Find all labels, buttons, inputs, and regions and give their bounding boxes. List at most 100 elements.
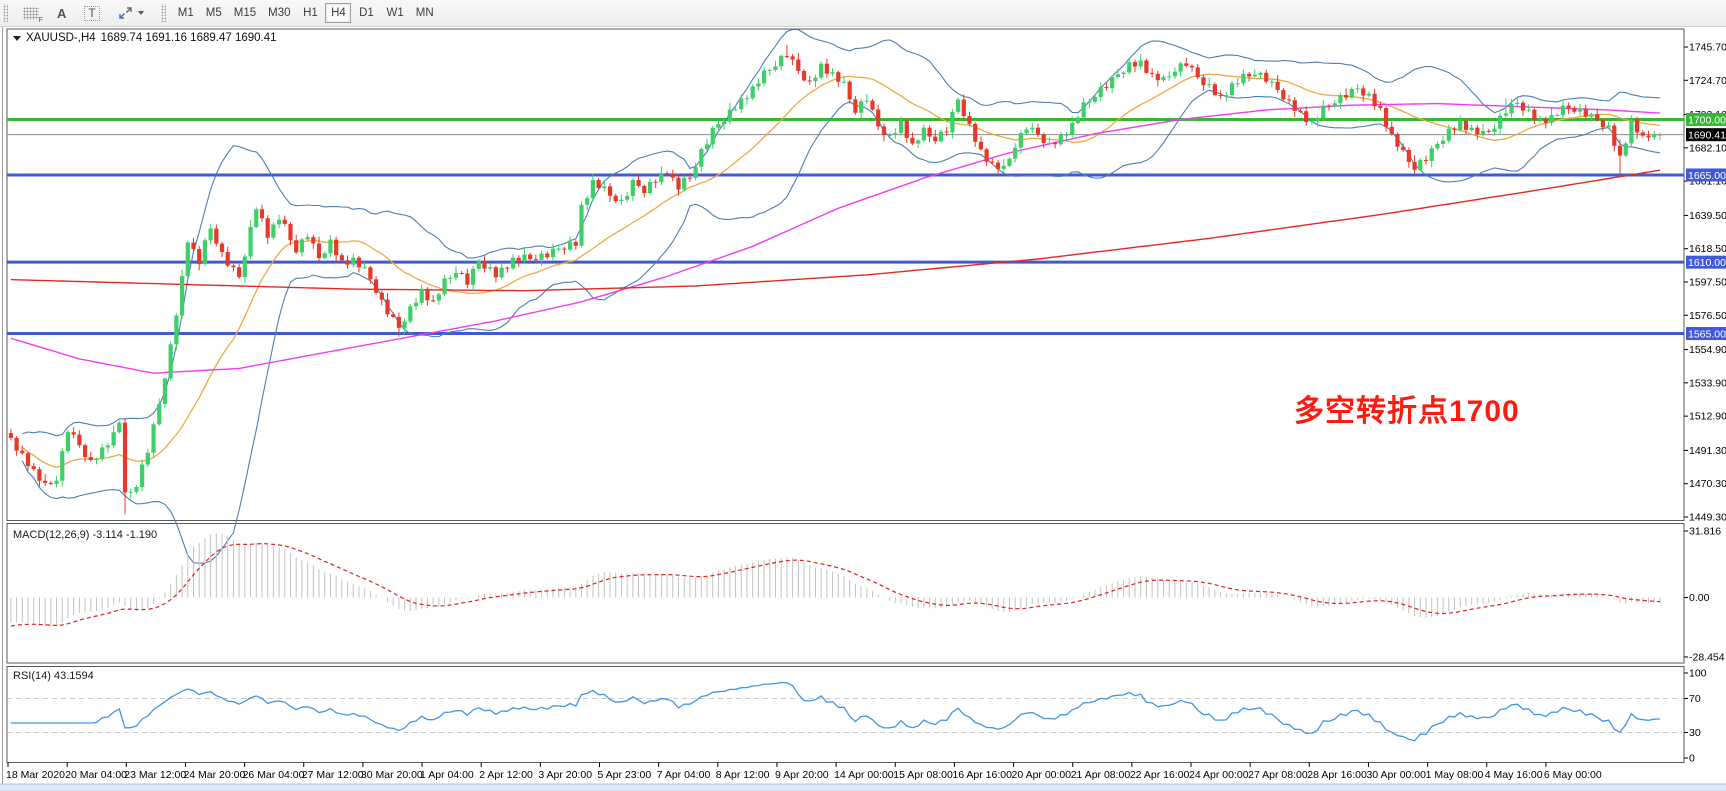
time-axis-label: 23 Mar 12:00 (124, 769, 186, 781)
draw-text-a-button[interactable]: A (48, 2, 75, 24)
candle-body (191, 242, 196, 250)
candle-body (533, 259, 538, 261)
candle-body (602, 186, 607, 188)
draw-text-label-button[interactable]: T (75, 2, 108, 24)
candle-body (345, 260, 350, 265)
candle-body (1087, 101, 1092, 103)
candle-body (1201, 77, 1206, 86)
candle-body (1606, 125, 1611, 128)
chart-canvas[interactable]: 1745.701724.701703.101682.101661.101639.… (0, 27, 1726, 791)
candle-body (887, 135, 892, 137)
rsi-indicator-label: RSI(14) 43.1594 (13, 670, 94, 682)
candle-body (995, 162, 1001, 169)
candle-body (1292, 100, 1297, 111)
candle-body (356, 257, 362, 268)
price-axis[interactable]: 1745.701724.701703.101682.101661.101639.… (1684, 42, 1726, 524)
arrows-tool-button[interactable] (109, 2, 153, 24)
price-level-badge (1686, 327, 1726, 341)
candle-body (1035, 127, 1041, 135)
candle-body (1332, 103, 1337, 107)
price-tick-label: 1491.30 (1689, 445, 1726, 457)
candle-body (1652, 135, 1657, 138)
candle-body (556, 248, 561, 250)
time-axis-label: 24 Apr 00:00 (1189, 769, 1249, 781)
candle-body (944, 131, 949, 133)
timeframe-button-m30[interactable]: M30 (263, 3, 295, 23)
text-a-icon: A (57, 5, 67, 21)
candle-body (1435, 143, 1440, 149)
candle-body (590, 180, 596, 199)
candle-body (25, 453, 31, 467)
candle-body (1024, 129, 1029, 134)
candle-body (1092, 96, 1098, 102)
toolbar-grip-handle[interactable] (3, 4, 8, 22)
candle-body (373, 279, 379, 293)
candle-body (630, 180, 635, 196)
candle-body (328, 239, 333, 254)
candle-body (722, 121, 727, 125)
candle-body (1110, 76, 1115, 89)
candle-body (1480, 130, 1486, 135)
candle-body (1001, 165, 1006, 169)
timeframe-button-mn[interactable]: MN (411, 3, 439, 23)
bollinger-lower-band (21, 89, 1660, 564)
candle-body (1532, 109, 1537, 120)
time-axis-label: 7 Apr 04:00 (657, 769, 711, 781)
candle-body (761, 70, 767, 84)
candle-body (876, 109, 881, 127)
candle-body (1372, 93, 1377, 107)
candle-body (488, 267, 493, 269)
candle-body (1338, 95, 1343, 104)
candle-body (642, 185, 647, 194)
candle-body (1412, 161, 1417, 170)
candle-body (94, 458, 99, 461)
candle-body (567, 241, 573, 250)
timeframe-button-m5[interactable]: M5 (201, 3, 227, 23)
candle-body (1041, 134, 1046, 144)
price-tick-label: 1639.50 (1689, 210, 1726, 222)
candle-body (476, 261, 481, 269)
candle-body (1549, 115, 1554, 123)
candle-body (830, 72, 835, 74)
timeframe-button-m15[interactable]: M15 (229, 3, 261, 23)
toolbar-separator-grip[interactable] (160, 4, 166, 22)
candle-body (1566, 105, 1571, 109)
arrows-icon (119, 7, 132, 19)
candle-body (442, 278, 447, 295)
candle-body (756, 83, 761, 87)
candle-body (1064, 134, 1069, 136)
candle-body (339, 255, 344, 261)
timeframe-button-h4[interactable]: H4 (325, 3, 352, 23)
candle-body (1018, 133, 1023, 148)
symbol-collapse-icon[interactable] (13, 35, 21, 41)
timeframe-button-h1[interactable]: H1 (297, 3, 323, 23)
time-axis-label: 27 Mar 12:00 (302, 769, 364, 781)
candle-body (573, 241, 578, 246)
moving-average-mid-line (10, 102, 1660, 374)
timeframe-button-m1[interactable]: M1 (173, 3, 199, 23)
candle-body (185, 242, 190, 277)
candle-body (1212, 84, 1217, 96)
candle-body (1543, 119, 1548, 123)
candle-body (1378, 106, 1383, 109)
candle-body (1612, 125, 1617, 146)
candle-body (984, 149, 989, 162)
candle-body (1275, 81, 1280, 90)
grid-properties-button[interactable]: F (14, 2, 48, 24)
candle-body (1418, 160, 1423, 170)
candle-body (1081, 102, 1086, 118)
candle-body (88, 457, 93, 461)
candle-body (1172, 71, 1178, 77)
candle-body (744, 98, 750, 100)
timeframe-button-d1[interactable]: D1 (353, 3, 379, 23)
candle-body (1013, 147, 1018, 159)
rsi-tick-label: 30 (1689, 727, 1701, 739)
ohlc-readout: 1689.74 1691.16 1689.47 1690.41 (100, 32, 277, 44)
candle-body (1127, 62, 1132, 73)
candle-body (1195, 67, 1200, 78)
timeframe-button-w1[interactable]: W1 (381, 3, 408, 23)
candle-body (1623, 143, 1628, 156)
candle-body (1441, 140, 1446, 144)
main-price-panel (7, 28, 1684, 564)
